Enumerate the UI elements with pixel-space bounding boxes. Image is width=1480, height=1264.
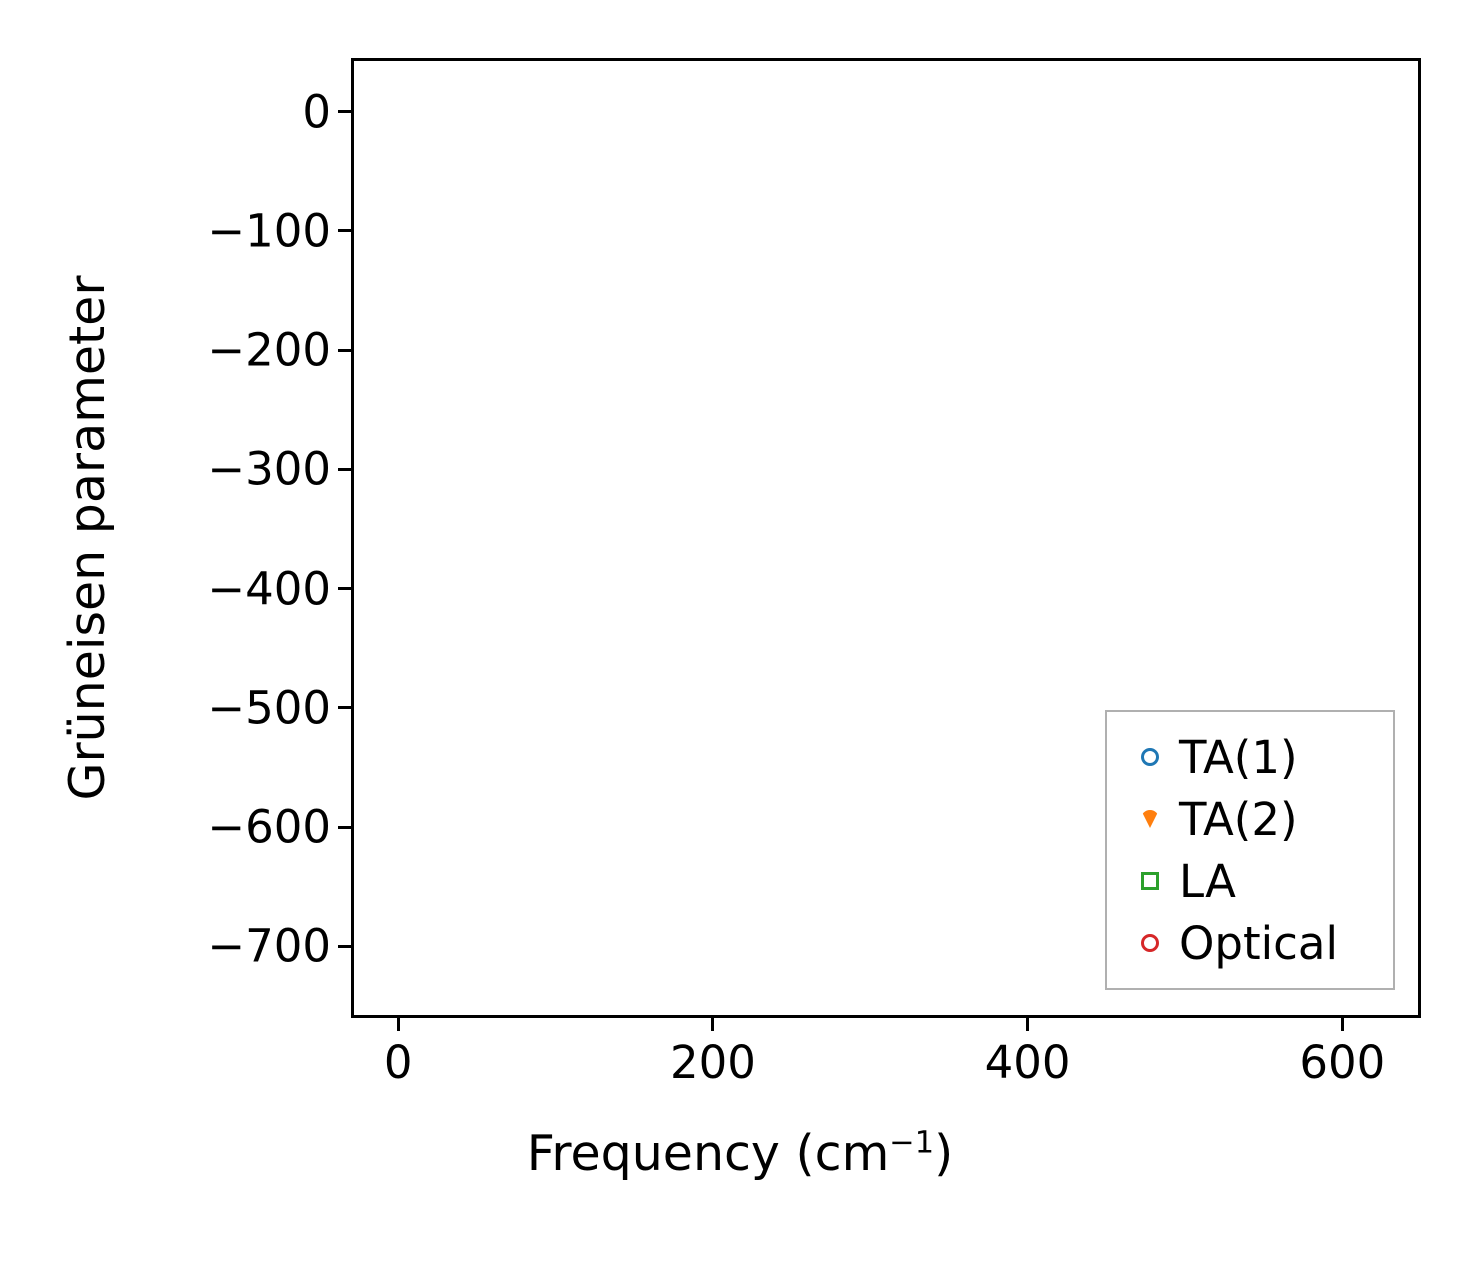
x-tick-mark [711, 1018, 715, 1031]
y-tick-mark [338, 825, 351, 829]
y-axis-label: Grüneisen parameter [59, 275, 116, 801]
y-tick-mark [338, 587, 351, 591]
y-tick-mark [338, 229, 351, 233]
legend-item-optical[interactable]: Optical [1121, 912, 1375, 974]
y-tick-label: −600 [207, 800, 331, 854]
x-tick-mark [396, 1018, 400, 1031]
x-axis-label-exponent: −1 [889, 1125, 935, 1161]
x-tick-label: 600 [1299, 1036, 1386, 1089]
data-point [1141, 748, 1159, 766]
y-tick-label: −100 [207, 204, 331, 258]
y-tick-mark [338, 706, 351, 710]
square-marker-icon [1121, 866, 1179, 896]
legend-label: TA(2) [1179, 792, 1298, 846]
x-axis-label-tail: ) [934, 1125, 954, 1182]
y-tick-label: 0 [302, 85, 331, 139]
legend-item-la[interactable]: LA [1121, 850, 1375, 912]
y-tick-label: −400 [207, 562, 331, 616]
x-tick-label: 200 [669, 1036, 756, 1089]
legend-item-ta2[interactable]: TA(2) [1121, 788, 1375, 850]
y-tick-mark [338, 467, 351, 471]
y-tick-label: −200 [207, 323, 331, 377]
triangle-down-marker-icon [1121, 804, 1179, 834]
x-tick-label: 400 [984, 1036, 1071, 1089]
x-tick-mark [1026, 1018, 1030, 1031]
y-tick-label: −500 [207, 681, 331, 735]
x-tick-mark [1340, 1018, 1344, 1031]
x-tick-label: 0 [383, 1036, 413, 1089]
diamond-marker-icon [1121, 928, 1179, 958]
legend-label: Optical [1179, 916, 1338, 970]
data-point [1141, 872, 1159, 890]
y-tick-mark [338, 944, 351, 948]
data-point [1141, 810, 1159, 828]
legend-item-ta1[interactable]: TA(1) [1121, 726, 1375, 788]
y-tick-label: −700 [207, 919, 331, 973]
legend: TA(1) TA(2) LA Optical [1105, 710, 1395, 990]
legend-label: LA [1179, 854, 1236, 908]
data-point [1137, 930, 1163, 956]
circle-marker-icon [1121, 742, 1179, 772]
legend-label: TA(1) [1179, 730, 1298, 784]
y-tick-label: −300 [207, 442, 331, 496]
x-axis-label: Frequency (cm−1) [0, 1128, 1480, 1179]
x-axis-label-main: Frequency (cm [526, 1125, 890, 1182]
y-tick-mark [338, 110, 351, 114]
y-tick-mark [338, 348, 351, 352]
